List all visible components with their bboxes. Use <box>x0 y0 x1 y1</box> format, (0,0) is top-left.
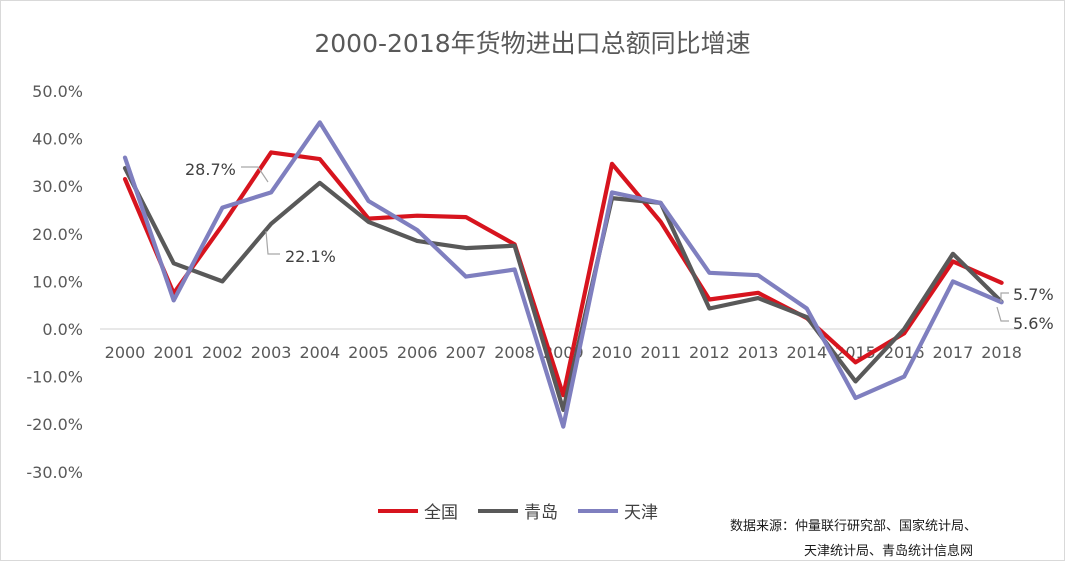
y-tick-label: -10.0% <box>26 368 83 387</box>
x-tick-label: 2018 <box>981 343 1022 362</box>
legend-swatch-series-1 <box>378 508 418 513</box>
y-tick-label: 40.0% <box>32 130 83 149</box>
x-tick-label: 2000 <box>105 343 146 362</box>
x-tick-label: 2001 <box>153 343 194 362</box>
legend-swatch-series-2 <box>478 508 518 513</box>
x-tick-label: 2003 <box>251 343 292 362</box>
x-tick-label: 2011 <box>640 343 681 362</box>
x-tick-label: 2007 <box>446 343 487 362</box>
y-tick-label: 30.0% <box>32 177 83 196</box>
annotation-leader-line <box>996 306 1009 322</box>
x-tick-label: 2010 <box>592 343 633 362</box>
annotation-leader-line <box>241 166 269 183</box>
chart-legend: 全国 青岛 天津 <box>378 498 678 523</box>
data-label: 22.1% <box>285 247 336 266</box>
legend-item-series-1: 全国 <box>378 498 458 523</box>
y-tick-label: 0.0% <box>42 320 83 339</box>
series-line-2 <box>122 166 1004 412</box>
y-tick-label: -20.0% <box>26 415 83 434</box>
x-tick-label: 2005 <box>348 343 389 362</box>
x-tick-label: 2002 <box>202 343 243 362</box>
x-tick-label: 2004 <box>299 343 340 362</box>
x-tick-label: 2013 <box>738 343 779 362</box>
y-tick-label: -30.0% <box>26 463 83 482</box>
x-tick-label: 2017 <box>933 343 974 362</box>
chart-title: 2000-2018年货物进出口总额同比增速 <box>314 29 751 58</box>
x-tick-label: 2012 <box>689 343 730 362</box>
y-tick-label: 10.0% <box>32 272 83 291</box>
y-tick-label: 50.0% <box>32 82 83 101</box>
data-label: 28.7% <box>185 160 236 179</box>
annotation-leader-line <box>265 230 280 255</box>
y-tick-label: 20.0% <box>32 225 83 244</box>
data-label: 5.7% <box>1013 285 1054 304</box>
legend-label-series-3: 天津 <box>624 503 658 523</box>
legend-label-series-1: 全国 <box>424 503 458 523</box>
legend-swatch-series-3 <box>578 508 618 513</box>
series-line-3 <box>122 120 1004 429</box>
x-tick-label: 2014 <box>786 343 827 362</box>
legend-item-series-3: 天津 <box>578 498 658 523</box>
data-source-note: 数据来源：仲量联行研究部、国家统计局、 天津统计局、青岛统计信息网 <box>730 514 1060 564</box>
source-line-1: 数据来源：仲量联行研究部、国家统计局、 <box>730 519 978 534</box>
series-line-1 <box>122 150 1004 398</box>
data-label: 5.6% <box>1013 314 1054 333</box>
legend-label-series-2: 青岛 <box>524 503 558 523</box>
x-tick-label: 2006 <box>397 343 438 362</box>
legend-item-series-2: 青岛 <box>478 498 558 523</box>
annotation-leader-line <box>1000 292 1009 302</box>
x-tick-label: 2008 <box>494 343 535 362</box>
source-line-2: 天津统计局、青岛统计信息网 <box>804 544 974 559</box>
